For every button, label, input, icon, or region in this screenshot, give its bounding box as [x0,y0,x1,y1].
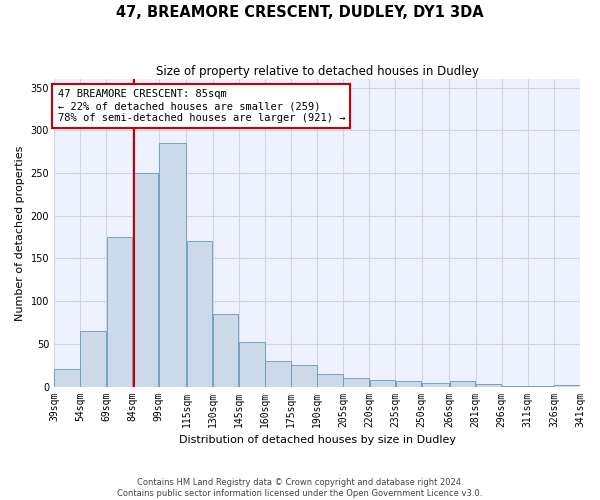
Bar [187,242,212,386]
Bar [449,382,475,386]
Bar [239,342,265,386]
Bar [395,382,421,386]
Bar [80,331,106,386]
Bar [554,385,580,386]
Bar [476,384,502,386]
Bar [317,374,343,386]
Bar [343,378,369,386]
Bar [370,380,395,386]
Bar [213,314,238,386]
X-axis label: Distribution of detached houses by size in Dudley: Distribution of detached houses by size … [179,435,455,445]
Bar [159,143,186,386]
Bar [55,370,80,386]
Y-axis label: Number of detached properties: Number of detached properties [15,145,25,320]
Text: Contains HM Land Registry data © Crown copyright and database right 2024.
Contai: Contains HM Land Registry data © Crown c… [118,478,482,498]
Bar [107,237,132,386]
Title: Size of property relative to detached houses in Dudley: Size of property relative to detached ho… [155,65,478,78]
Text: 47, BREAMORE CRESCENT, DUDLEY, DY1 3DA: 47, BREAMORE CRESCENT, DUDLEY, DY1 3DA [116,5,484,20]
Bar [265,361,290,386]
Bar [291,365,317,386]
Text: 47 BREAMORE CRESCENT: 85sqm
← 22% of detached houses are smaller (259)
78% of se: 47 BREAMORE CRESCENT: 85sqm ← 22% of det… [58,90,345,122]
Bar [422,383,449,386]
Bar [133,173,158,386]
